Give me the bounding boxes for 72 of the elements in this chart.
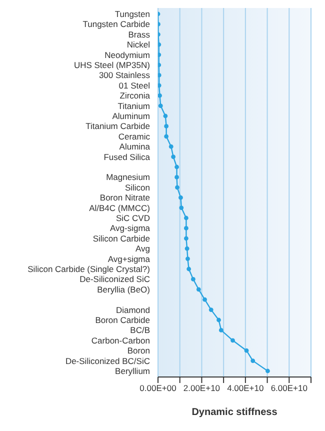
point (186, 256, 190, 261)
point (164, 124, 169, 128)
y-tick-label: Titanium (118, 100, 150, 111)
y-tick-label: Beryllia (BeO) (97, 284, 150, 294)
y-tick-label: Carbon-Carbon (91, 335, 150, 346)
x-axis-title: Dynamic stiffness (192, 407, 278, 418)
point (158, 104, 163, 108)
y-tick-label: De-Siliconized SiC (80, 274, 150, 284)
point (250, 358, 256, 363)
point (158, 52, 162, 57)
y-tick-label: Neodymium (104, 50, 150, 60)
y-tick-label: Brass (128, 29, 150, 40)
y-tick-label: Silicon Carbide (Single Crystal?) (28, 264, 150, 274)
y-tick-label: Boron Nitrate (100, 192, 150, 203)
y-tick-label: SiC CVD (116, 213, 150, 223)
point (190, 277, 196, 282)
point (266, 368, 270, 374)
x-tick-label: 2.00E+10 (183, 383, 220, 394)
point (158, 93, 162, 98)
y-tick-label: Avg+sigma (108, 254, 150, 264)
point (186, 266, 192, 272)
y-tick-label: Zirconia (120, 90, 150, 101)
point (158, 62, 162, 68)
point (184, 236, 188, 241)
x-tick-label: 6.00E+10 (270, 383, 308, 394)
point (202, 297, 207, 302)
y-tick-label: Aluminum (112, 111, 150, 121)
y-tick-label: UHS Steel (MP35N) (74, 60, 150, 70)
point (244, 348, 249, 353)
point (208, 308, 214, 312)
y-tick-label: BC/B (130, 325, 150, 336)
y-tick-label: Magnesium (106, 172, 150, 182)
y-tick-label: Boron (127, 346, 150, 356)
y-tick-label: Ceramic (118, 131, 151, 142)
y-tick-label: Tungsten (114, 9, 150, 19)
y-tick-label: Al/B4C (MMCC) (89, 202, 150, 213)
point (184, 226, 188, 230)
y-tick-label: 01 Steel (118, 80, 150, 90)
point (158, 42, 162, 47)
y-tick-label: Tungsten Carbide (82, 19, 150, 30)
point (178, 195, 183, 200)
point (218, 328, 224, 332)
x-tick-label: 4.00E+10 (227, 383, 264, 394)
point (184, 246, 190, 251)
point (179, 206, 184, 210)
y-tick-label: De-Siliconized BC/SiC (65, 356, 150, 366)
point (168, 144, 174, 149)
point (163, 114, 168, 118)
y-tick-label: Beryllium (115, 366, 150, 376)
point (171, 154, 176, 159)
point (158, 73, 162, 78)
y-tick-label: Alumina (119, 142, 150, 152)
point (174, 164, 179, 170)
point (216, 318, 221, 322)
y-tick-label: Diamond (116, 304, 150, 315)
point (164, 134, 169, 139)
y-tick-label: Nickel (126, 40, 150, 50)
point (174, 175, 179, 180)
point (196, 287, 201, 292)
x-tick-label: 0.00E+00 (140, 383, 177, 394)
point (230, 338, 235, 343)
point (175, 185, 180, 190)
y-tick-label: 300 Stainless (98, 70, 150, 80)
y-tick-label: Silicon (124, 182, 150, 192)
y-tick-label: Fused Silica (104, 152, 150, 162)
point (184, 216, 188, 220)
y-tick-label: Titanium Carbide (86, 121, 150, 132)
y-tick-label: Boron Carbide (95, 315, 150, 325)
y-tick-label: Avg (136, 244, 150, 254)
point (158, 83, 162, 88)
y-tick-label: Avg-sigma (110, 223, 150, 234)
y-tick-label: Silicon Carbide (92, 233, 150, 244)
